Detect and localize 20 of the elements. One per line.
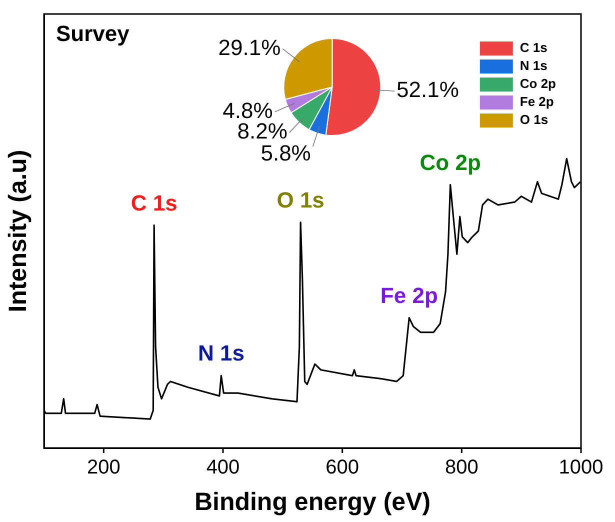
- annotation: Fe 2p: [380, 282, 438, 308]
- annotation: Co 2p: [420, 150, 481, 175]
- data-label: 52.1%: [396, 77, 459, 102]
- chart-title: Survey: [56, 21, 130, 46]
- x-axis-title: Binding energy (eV): [194, 488, 431, 516]
- x-tick-label: 200: [86, 456, 120, 479]
- legend-label: C 1s: [520, 40, 548, 56]
- x-tick-label: 400: [206, 456, 240, 479]
- annotation: N 1s: [198, 340, 244, 366]
- legend-label: N 1s: [520, 58, 548, 74]
- legend-label: Co 2p: [520, 76, 556, 92]
- x-tick-label: 800: [444, 456, 478, 479]
- annotation: O 1s: [276, 187, 324, 212]
- data-label: 29.1%: [218, 34, 281, 60]
- x-tick-label: 1000: [558, 456, 604, 479]
- y-axis-title: Intensity (a.u): [4, 150, 32, 312]
- x-tick-label: 600: [326, 456, 360, 479]
- legend-label: O 1s: [520, 112, 548, 128]
- annotation: C 1s: [130, 190, 178, 216]
- legend-label: Fe 2p: [520, 94, 554, 110]
